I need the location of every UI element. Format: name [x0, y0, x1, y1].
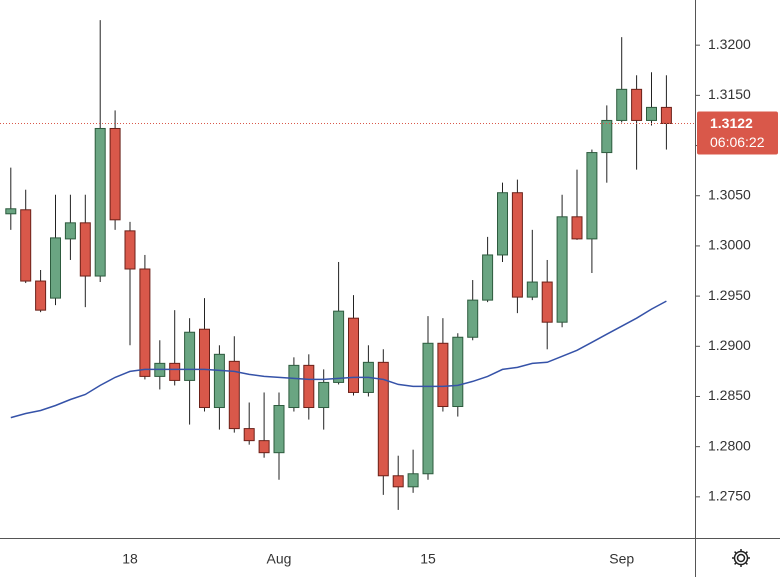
y-tick-label: 1.3050	[708, 186, 751, 202]
y-tick-label: 1.2850	[708, 387, 751, 403]
up-candle-body	[452, 336, 464, 408]
down-candle-body	[348, 317, 359, 393]
up-candle-body	[467, 299, 479, 338]
y-tick-label: 1.3000	[708, 237, 751, 253]
down-candle-body	[631, 88, 643, 121]
down-candle-body	[169, 362, 181, 381]
down-candle-body	[79, 222, 91, 277]
up-candle-body	[616, 88, 628, 121]
up-candle-body	[288, 364, 300, 409]
current-price-box	[697, 111, 778, 155]
up-candle-body	[273, 405, 285, 454]
down-candle-body	[258, 440, 270, 454]
up-candle-body	[497, 192, 508, 256]
up-candle-body	[94, 127, 106, 277]
x-tick-label: Sep	[609, 551, 634, 567]
down-candle-body	[541, 281, 553, 323]
y-tick-label: 1.2800	[708, 437, 751, 453]
up-candle-body	[646, 106, 657, 121]
up-candle-body	[50, 237, 61, 299]
up-candle-body	[556, 216, 568, 323]
down-candle-body	[303, 364, 315, 409]
y-tick-label: 1.2950	[708, 287, 751, 303]
x-tick-label: 15	[420, 551, 436, 567]
down-candle-body	[571, 216, 583, 240]
up-candle-body	[526, 281, 538, 298]
down-candle-body	[437, 342, 449, 408]
down-candle-body	[139, 268, 151, 377]
up-candle-body	[601, 119, 613, 154]
down-candle-body	[392, 475, 404, 488]
down-candle-body	[20, 209, 32, 282]
x-tick-label: 18	[122, 551, 138, 567]
down-candle-body	[660, 106, 672, 124]
up-candle-body	[407, 473, 419, 488]
settings-icon[interactable]	[732, 549, 750, 567]
up-candle-body	[184, 331, 196, 381]
y-tick-label: 1.3150	[708, 86, 751, 102]
y-tick-label: 1.2750	[708, 488, 751, 504]
down-candle-body	[377, 361, 389, 477]
up-candle-body	[333, 310, 345, 383]
countdown-label: 06:06:22	[710, 134, 765, 150]
down-candle-body	[124, 230, 136, 270]
down-candle-body	[199, 328, 210, 409]
up-candle-body	[213, 353, 225, 409]
down-candle-body	[511, 192, 523, 298]
up-candle-body	[318, 381, 330, 409]
up-candle-body	[482, 254, 494, 301]
up-candle-body	[586, 152, 598, 240]
x-tick-label: Aug	[267, 551, 292, 567]
current-price-label: 1.3122	[710, 115, 753, 131]
up-candle-body	[5, 208, 17, 215]
down-candle-body	[243, 428, 255, 442]
down-candle-body	[35, 280, 47, 311]
up-candle-body	[64, 222, 76, 240]
y-tick-label: 1.2900	[708, 337, 751, 353]
down-candle-body	[109, 127, 121, 221]
up-candle-body	[422, 342, 434, 475]
moving-average-line	[10, 300, 667, 419]
down-candle-body	[228, 360, 240, 430]
y-tick-label: 1.3200	[708, 36, 751, 52]
plot-area	[5, 20, 672, 510]
